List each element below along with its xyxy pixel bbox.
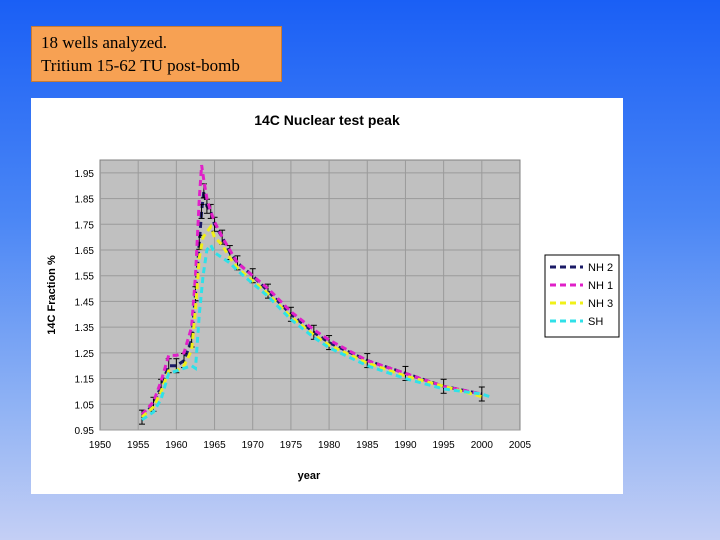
legend-label: NH 3 bbox=[588, 298, 613, 310]
chart-title: 14C Nuclear test peak bbox=[254, 112, 400, 128]
series-line bbox=[141, 242, 490, 421]
x-tick-label: 1995 bbox=[433, 440, 456, 451]
x-tick-label: 1950 bbox=[89, 440, 112, 451]
note-line-2: Tritium 15-62 TU post-bomb bbox=[41, 56, 240, 75]
y-axis-ticks: 0.95 1.05 1.15 1.25 1.35 1.45 1.55 1.65 1.75 1.85… bbox=[75, 169, 95, 437]
grid-lines bbox=[100, 160, 520, 431]
y-tick-label: 1.45 bbox=[75, 297, 95, 308]
x-tick-label: 1980 bbox=[318, 440, 341, 451]
legend-label: NH 2 bbox=[588, 262, 613, 274]
series-line bbox=[140, 164, 483, 416]
y-tick-label: 1.05 bbox=[75, 400, 95, 411]
note-box: 18 wells analyzed. Tritium 15-62 TU post… bbox=[31, 26, 282, 82]
y-tick-label: 1.55 bbox=[75, 272, 95, 283]
chart-svg: 14C Nuclear test peak 1950 1955 1960 1965 19… bbox=[46, 112, 620, 482]
x-tick-label: 1990 bbox=[394, 440, 417, 451]
plot-area bbox=[99, 159, 521, 431]
x-tick-label: 1985 bbox=[356, 440, 379, 451]
x-tick-label: 1975 bbox=[280, 440, 303, 451]
y-tick-label: 1.65 bbox=[75, 246, 95, 257]
x-tick-label: 1955 bbox=[127, 440, 150, 451]
x-tick-label: 1960 bbox=[165, 440, 188, 451]
y-tick-label: 1.35 bbox=[75, 323, 95, 334]
x-tick-label: 2005 bbox=[509, 440, 532, 451]
y-axis-label: 14C Fraction % bbox=[46, 255, 58, 335]
y-tick-label: 1.95 bbox=[75, 169, 95, 180]
legend-label: SH bbox=[588, 316, 603, 328]
y-tick-label: 1.75 bbox=[75, 220, 95, 231]
x-axis-ticks: 1950 1955 1960 1965 1970 1975 1980 1985 1990 1995… bbox=[89, 440, 532, 451]
x-tick-label: 2000 bbox=[471, 440, 494, 451]
x-axis-label: year bbox=[298, 470, 321, 482]
y-tick-label: 0.95 bbox=[75, 426, 95, 437]
x-tick-label: 1965 bbox=[203, 440, 226, 451]
note-line-1: 18 wells analyzed. bbox=[41, 33, 168, 52]
y-tick-label: 1.25 bbox=[75, 349, 95, 360]
y-tick-label: 1.85 bbox=[75, 195, 95, 206]
legend-label: NH 1 bbox=[588, 280, 613, 292]
y-tick-label: 1.15 bbox=[75, 375, 95, 386]
series-layer bbox=[139, 164, 490, 425]
chart-panel: 14C Nuclear test peak 1950 1955 1960 1965 19… bbox=[31, 98, 623, 494]
x-tick-label: 1970 bbox=[242, 440, 265, 451]
legend: NH 2 NH 1 NH 3 SH bbox=[544, 254, 620, 338]
legend-box bbox=[544, 254, 620, 338]
